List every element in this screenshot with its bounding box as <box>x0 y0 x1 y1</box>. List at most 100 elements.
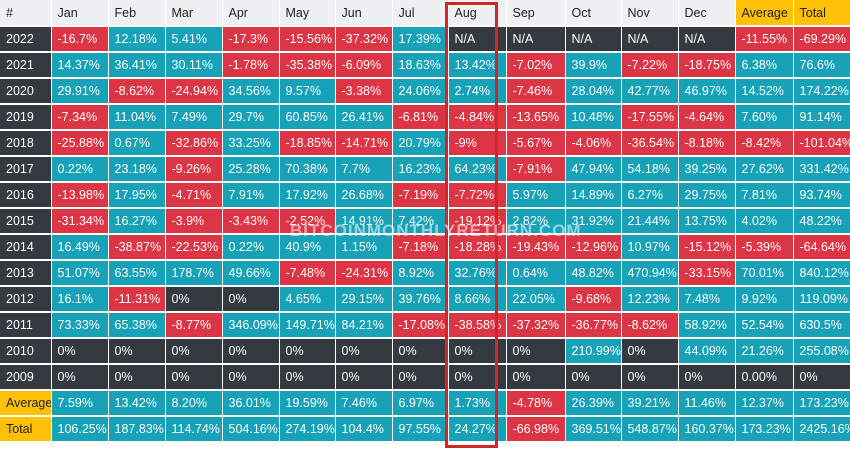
return-cell: -64.64% <box>793 234 850 261</box>
return-cell: 32.76% <box>448 260 507 287</box>
return-cell: 0.64% <box>506 260 566 287</box>
table-row: Total 106.25% 187.83% 114.74% 504.16% 274.19%… <box>0 416 850 443</box>
return-cell: 173.23% <box>793 390 850 417</box>
return-cell: -12.96% <box>565 234 622 261</box>
return-cell: -11.31% <box>108 286 166 313</box>
return-cell: 14.37% <box>51 52 109 79</box>
table-row: 2017 0.22% 23.18% -9.26% 25.28% 70.38% 7.7% 16.… <box>0 156 850 183</box>
return-cell: 0% <box>793 364 850 391</box>
return-cell: -9% <box>448 130 507 157</box>
return-cell: -19.12% <box>448 208 507 235</box>
return-cell: 504.16% <box>222 416 280 443</box>
return-cell: 0% <box>392 338 449 365</box>
return-cell: 47.94% <box>565 156 622 183</box>
return-cell: -7.48% <box>279 260 336 287</box>
return-cell: 0% <box>222 286 280 313</box>
return-cell: 0% <box>108 364 166 391</box>
return-cell: 840.12% <box>793 260 850 287</box>
year-label: 2016 <box>0 182 52 209</box>
return-cell: -33.15% <box>678 260 736 287</box>
return-cell: 52.54% <box>735 312 794 339</box>
return-cell: 173.23% <box>735 416 794 443</box>
return-cell: 17.92% <box>279 182 336 209</box>
return-cell: 7.60% <box>735 104 794 131</box>
return-cell: 0% <box>448 364 507 391</box>
year-label: 2014 <box>0 234 52 261</box>
return-cell: 26.41% <box>335 104 393 131</box>
return-cell: 6.97% <box>392 390 449 417</box>
return-cell: N/A <box>565 26 622 53</box>
return-cell: 7.46% <box>335 390 393 417</box>
return-cell: -25.88% <box>51 130 109 157</box>
header-row: # Jan Feb Mar Apr May Jun Jul Aug Sep Oc… <box>0 0 850 27</box>
return-cell: 2.82% <box>506 208 566 235</box>
return-cell: N/A <box>448 26 507 53</box>
return-cell: 2425.16% <box>793 416 850 443</box>
return-cell: 34.56% <box>222 78 280 105</box>
return-cell: 255.08% <box>793 338 850 365</box>
return-cell: 31.92% <box>565 208 622 235</box>
return-cell: -7.19% <box>392 182 449 209</box>
return-cell: 39.9% <box>565 52 622 79</box>
return-cell: -4.64% <box>678 104 736 131</box>
return-cell: 0% <box>678 364 736 391</box>
return-cell: 5.97% <box>506 182 566 209</box>
return-cell: 0% <box>621 338 679 365</box>
return-cell: 8.66% <box>448 286 507 313</box>
table-row: 2011 73.33% 65.38% -8.77% 346.09% 149.71% 84.2… <box>0 312 850 339</box>
return-cell: 7.48% <box>678 286 736 313</box>
return-cell: -16.7% <box>51 26 109 53</box>
return-cell: 0% <box>108 338 166 365</box>
return-cell: 26.39% <box>565 390 622 417</box>
return-cell: -17.55% <box>621 104 679 131</box>
return-cell: -1.78% <box>222 52 280 79</box>
year-label: 2009 <box>0 364 52 391</box>
year-label: 2018 <box>0 130 52 157</box>
return-cell: -8.77% <box>165 312 223 339</box>
return-cell: 12.23% <box>621 286 679 313</box>
year-label: 2019 <box>0 104 52 131</box>
return-cell: 39.25% <box>678 156 736 183</box>
summary-row-label: Total <box>0 416 52 443</box>
return-cell: 51.07% <box>51 260 109 287</box>
return-cell: -9.26% <box>165 156 223 183</box>
return-cell: 21.44% <box>621 208 679 235</box>
return-cell: 25.28% <box>222 156 280 183</box>
return-cell: 0% <box>279 364 336 391</box>
return-cell: 16.27% <box>108 208 166 235</box>
return-cell: 40.9% <box>279 234 336 261</box>
header-cell: Aug <box>448 0 507 27</box>
return-cell: 48.22% <box>793 208 850 235</box>
return-cell: 1.73% <box>448 390 507 417</box>
return-cell: 630.5% <box>793 312 850 339</box>
header-cell: Jan <box>51 0 109 27</box>
return-cell: 0% <box>165 364 223 391</box>
return-cell: 8.20% <box>165 390 223 417</box>
return-cell: -35.38% <box>279 52 336 79</box>
return-cell: 0% <box>448 338 507 365</box>
table-row: 2014 16.49% -38.87% -22.53% 0.22% 40.9% 1.15% -… <box>0 234 850 261</box>
return-cell: -101.04% <box>793 130 850 157</box>
return-cell: 30.11% <box>165 52 223 79</box>
return-cell: 21.26% <box>735 338 794 365</box>
year-label: 2021 <box>0 52 52 79</box>
return-cell: 0.22% <box>51 156 109 183</box>
return-cell: 36.01% <box>222 390 280 417</box>
return-cell: 12.18% <box>108 26 166 53</box>
return-cell: 13.42% <box>108 390 166 417</box>
return-cell: -24.31% <box>335 260 393 287</box>
return-cell: 274.19% <box>279 416 336 443</box>
return-cell: 17.39% <box>392 26 449 53</box>
return-cell: -6.09% <box>335 52 393 79</box>
return-cell: 8.92% <box>392 260 449 287</box>
return-cell: 5.41% <box>165 26 223 53</box>
return-cell: 0% <box>506 338 566 365</box>
header-cell: Apr <box>222 0 280 27</box>
year-label: 2011 <box>0 312 52 339</box>
return-cell: -7.72% <box>448 182 507 209</box>
year-label: 2022 <box>0 26 52 53</box>
return-cell: 16.1% <box>51 286 109 313</box>
return-cell: 46.97% <box>678 78 736 105</box>
header-cell-average: Average <box>735 0 794 27</box>
return-cell: 19.59% <box>279 390 336 417</box>
